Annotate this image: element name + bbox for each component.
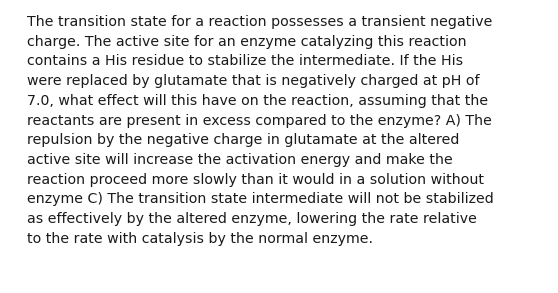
Text: The transition state for a reaction possesses a transient negative
charge. The a: The transition state for a reaction poss… xyxy=(27,15,494,246)
